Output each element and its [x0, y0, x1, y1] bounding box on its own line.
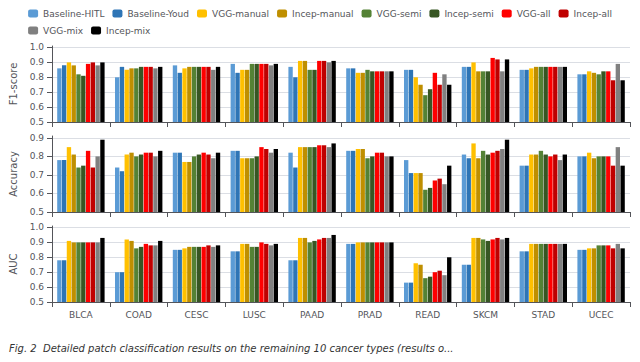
svg-text:Incep-mix: Incep-mix	[106, 26, 151, 36]
svg-text:0.9: 0.9	[30, 237, 45, 247]
svg-text:F1-score: F1-score	[8, 63, 19, 106]
svg-text:VGG-all: VGG-all	[517, 9, 551, 19]
svg-text:0.9: 0.9	[30, 133, 45, 143]
svg-text:STAD: STAD	[531, 310, 555, 320]
svg-text:0.5: 0.5	[30, 297, 44, 307]
svg-text:0.7: 0.7	[30, 170, 44, 180]
svg-text:CESC: CESC	[185, 310, 209, 320]
svg-text:1.0: 1.0	[30, 222, 45, 232]
svg-text:1.0: 1.0	[30, 42, 45, 52]
svg-text:0.9: 0.9	[30, 57, 45, 67]
svg-text:0.6: 0.6	[30, 102, 45, 112]
svg-text:Fig. 2 Detailed patch classif: Fig. 2 Detailed patch classification res…	[9, 343, 454, 354]
svg-text:Incep-semi: Incep-semi	[444, 9, 493, 19]
svg-text:BLCA: BLCA	[69, 310, 93, 320]
svg-text:Accuracy: Accuracy	[8, 151, 19, 197]
svg-text:0.7: 0.7	[30, 267, 44, 277]
svg-text:SKCM: SKCM	[473, 310, 498, 320]
svg-text:Incep-all: Incep-all	[574, 9, 612, 19]
svg-text:PRAD: PRAD	[358, 310, 382, 320]
svg-text:VGG-manual: VGG-manual	[212, 9, 269, 19]
svg-text:Baseline-Youd: Baseline-Youd	[127, 9, 189, 19]
svg-text:UCEC: UCEC	[589, 310, 614, 320]
svg-text:LUSC: LUSC	[243, 310, 266, 320]
svg-text:VGG-mix: VGG-mix	[43, 26, 84, 36]
svg-text:0.8: 0.8	[30, 252, 45, 262]
svg-text:0.6: 0.6	[30, 188, 45, 198]
svg-text:0.7: 0.7	[30, 87, 44, 97]
svg-text:AUC: AUC	[8, 253, 19, 274]
svg-text:0.5: 0.5	[30, 207, 44, 217]
svg-text:COAD: COAD	[126, 310, 152, 320]
svg-text:VGG-semi: VGG-semi	[377, 9, 422, 19]
svg-text:0.8: 0.8	[30, 151, 45, 161]
svg-text:PAAD: PAAD	[300, 310, 324, 320]
svg-text:Baseline-HITL: Baseline-HITL	[43, 9, 104, 19]
svg-text:0.8: 0.8	[30, 72, 45, 82]
svg-text:Incep-manual: Incep-manual	[292, 9, 354, 19]
svg-text:READ: READ	[415, 310, 440, 320]
svg-text:0.6: 0.6	[30, 282, 45, 292]
svg-text:0.5: 0.5	[30, 117, 44, 127]
